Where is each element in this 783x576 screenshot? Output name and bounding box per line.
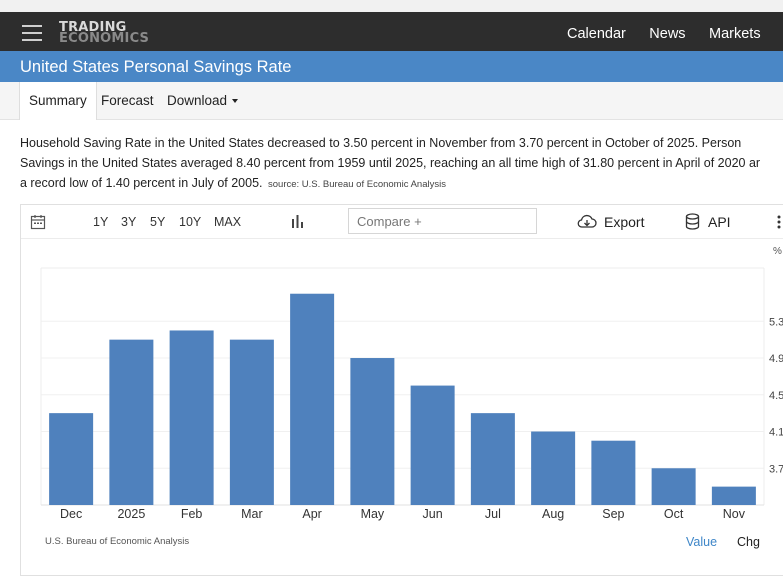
x-tick-label: 2025: [117, 507, 145, 521]
bar[interactable]: [169, 330, 214, 505]
bar[interactable]: [651, 468, 696, 505]
description-line-1: Household Saving Rate in the United Stat…: [20, 136, 742, 150]
x-tick-label: Feb: [181, 507, 203, 521]
x-tick-label: Apr: [302, 507, 321, 521]
y-tick-label: 4.1: [769, 427, 783, 439]
description-line-2: Savings in the United States averaged 8.…: [20, 156, 761, 170]
page-title: United States Personal Savings Rate: [20, 58, 292, 76]
more-options-icon[interactable]: [776, 214, 782, 230]
x-tick-label: Jun: [423, 507, 443, 521]
description-line-3-text: a record low of 1.40 percent in July of …: [20, 176, 263, 190]
caret-down-icon: [232, 99, 239, 104]
cloud-download-icon[interactable]: [577, 214, 597, 230]
x-tick-label: Sep: [602, 507, 624, 521]
chart-container: 1Y 3Y 5Y 10Y MAX Compare + Export API % …: [20, 204, 783, 576]
navbar: TRADING ECONOMICS Calendar News Markets …: [0, 12, 783, 51]
x-tick-label: Mar: [241, 507, 263, 521]
bar[interactable]: [470, 413, 515, 505]
chart-toolbar: 1Y 3Y 5Y 10Y MAX Compare + Export API: [21, 205, 783, 239]
y-tick-label: 3.7: [769, 463, 783, 475]
title-bar: United States Personal Savings Rate: [0, 51, 783, 82]
x-tick-label: Aug: [542, 507, 564, 521]
bar[interactable]: [410, 385, 455, 505]
range-max[interactable]: MAX: [214, 215, 242, 229]
bar[interactable]: [531, 431, 576, 505]
unit-label: %: [773, 246, 782, 257]
chg-toggle[interactable]: Chg: [737, 535, 760, 549]
nav-link-news[interactable]: News: [649, 26, 686, 42]
database-icon[interactable]: [685, 213, 700, 230]
description-source: source: U.S. Bureau of Economic Analysis: [268, 179, 446, 190]
top-strip: [0, 0, 783, 12]
x-tick-label: Nov: [723, 507, 746, 521]
logo-line1: TRADING: [59, 20, 127, 35]
tab-download[interactable]: Download: [158, 82, 247, 119]
tab-download-label: Download: [167, 93, 228, 108]
description: Household Saving Rate in the United Stat…: [20, 133, 783, 195]
compare-input[interactable]: Compare +: [348, 208, 537, 234]
y-tick-label: 4.9: [769, 353, 783, 365]
x-tick-label: May: [361, 507, 385, 521]
export-button[interactable]: Export: [604, 214, 645, 230]
x-tick-label: Oct: [664, 507, 684, 521]
tabs-bar: Summary Forecast Download: [0, 82, 783, 120]
range-1y[interactable]: 1Y: [93, 215, 109, 229]
bar[interactable]: [109, 339, 154, 505]
nav-link-calendar[interactable]: Calendar: [567, 26, 626, 42]
bar[interactable]: [290, 293, 335, 505]
x-tick-label: Dec: [60, 507, 82, 521]
x-tick-label: Jul: [485, 507, 501, 521]
tab-summary[interactable]: Summary: [19, 82, 97, 120]
calendar-icon[interactable]: [30, 214, 46, 230]
nav-link-markets[interactable]: Markets: [709, 26, 761, 42]
api-button[interactable]: API: [708, 214, 731, 230]
logo-line2: ECONOMICS: [59, 31, 150, 46]
y-tick-label: 5.3: [769, 316, 783, 328]
range-10y[interactable]: 10Y: [179, 215, 202, 229]
bar-chart: 5.3 4.9 4.5 4.1 3.7 Dec 2025 Feb Mar Apr May Jun Jul…: [40, 267, 783, 521]
bar-chart-icon[interactable]: [291, 214, 305, 229]
bar[interactable]: [591, 440, 636, 505]
tab-forecast[interactable]: Forecast: [101, 93, 154, 108]
range-5y[interactable]: 5Y: [150, 215, 166, 229]
bar[interactable]: [711, 486, 756, 505]
y-tick-label: 4.5: [769, 390, 783, 402]
description-line-3: a record low of 1.40 percent in July of …: [20, 173, 783, 195]
range-3y[interactable]: 3Y: [121, 215, 137, 229]
nav-links: Calendar News Markets I: [567, 25, 783, 43]
menu-icon[interactable]: [22, 25, 42, 41]
logo[interactable]: TRADING ECONOMICS: [59, 20, 150, 46]
bar[interactable]: [49, 413, 94, 505]
bar[interactable]: [350, 358, 395, 505]
value-toggle[interactable]: Value: [686, 535, 718, 549]
bar[interactable]: [229, 339, 274, 505]
chart-source: U.S. Bureau of Economic Analysis: [45, 536, 190, 547]
